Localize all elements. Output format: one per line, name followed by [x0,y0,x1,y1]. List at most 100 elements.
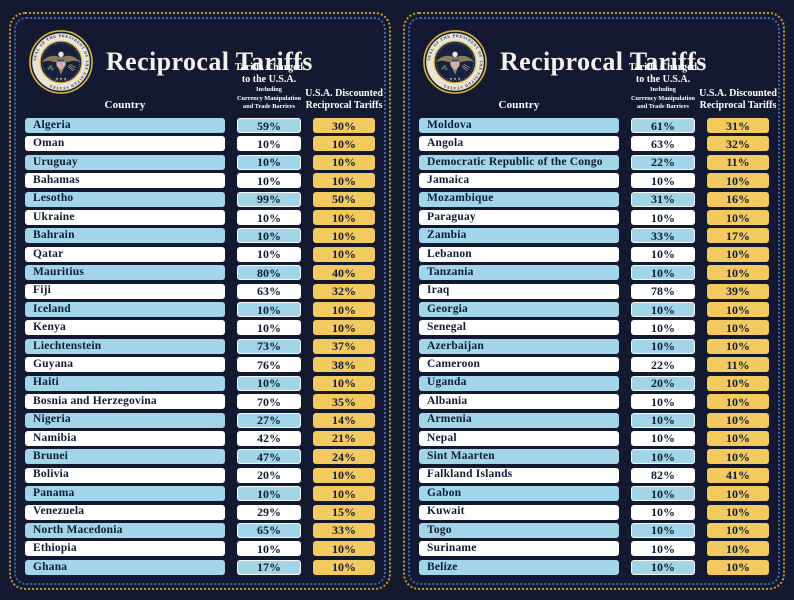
panel-title: Reciprocal Tariffs [500,47,707,76]
table-row: Angola 63% 32% [419,136,769,152]
discount-tariff-cell: 10% [707,210,769,226]
table-row: Paraguay 10% 10% [419,210,769,226]
charged-tariff-cell: 10% [237,486,301,502]
discount-tariff-cell: 38% [313,357,375,373]
charged-tariff-cell: 33% [631,228,695,244]
country-cell: Uruguay [25,154,225,170]
country-cell: Senegal [419,320,619,336]
charged-header-line2: to the U.S.A. [635,73,691,85]
country-cell: Suriname [419,541,619,557]
table-row: Mozambique 31% 16% [419,191,769,207]
country-cell: Guyana [25,357,225,373]
charged-header-sub3: and Trade Barriers [243,103,295,111]
charged-tariff-cell: 10% [631,486,695,502]
country-cell: Bolivia [25,467,225,483]
discount-tariff-cell: 10% [313,467,375,483]
table-row: Jamaica 10% 10% [419,173,769,189]
charged-tariff-cell: 10% [631,504,695,520]
country-cell: Zambia [419,228,619,244]
table-row: Suriname 10% 10% [419,541,769,557]
table-row: Qatar 10% 10% [25,246,375,262]
charged-tariff-cell: 10% [631,559,695,575]
charged-tariff-cell: 31% [631,191,695,207]
discount-tariff-cell: 21% [313,430,375,446]
column-header-discount: U.S.A. Discounted Reciprocal Tariffs [305,88,383,113]
country-cell: North Macedonia [25,522,225,538]
tariff-panel-right: SEAL OF THE PRESIDENT OF THE UNITED STAT… [403,12,785,590]
country-cell: Mauritius [25,265,225,281]
panel-title: Reciprocal Tariffs [106,47,313,76]
country-cell: Jamaica [419,173,619,189]
charged-tariff-cell: 10% [631,173,695,189]
table-row: Democratic Republic of the Congo 22% 11% [419,154,769,170]
charged-tariff-cell: 10% [237,375,301,391]
table-row: North Macedonia 65% 33% [25,522,375,538]
charged-header-line1: Tariffs Charged [234,62,304,74]
country-cell: Algeria [25,118,225,133]
table-row: Panama 10% 10% [25,486,375,502]
discount-tariff-cell: 32% [707,136,769,152]
charged-tariff-cell: 10% [237,541,301,557]
country-cell: Lesotho [25,191,225,207]
country-cell: Kenya [25,320,225,336]
table-row: Fiji 63% 32% [25,283,375,299]
charged-tariff-cell: 10% [631,265,695,281]
table-row: Algeria 59% 30% [25,118,375,133]
country-cell: Haiti [25,375,225,391]
country-cell: Sint Maarten [419,449,619,465]
country-cell: Liechtenstein [25,338,225,354]
discount-tariff-cell: 30% [313,118,375,133]
table-row: Lebanon 10% 10% [419,246,769,262]
discount-tariff-cell: 10% [707,430,769,446]
charged-tariff-cell: 27% [237,412,301,428]
table-row: Nigeria 27% 14% [25,412,375,428]
table-row: Georgia 10% 10% [419,302,769,318]
country-cell: Iceland [25,302,225,318]
charged-tariff-cell: 73% [237,338,301,354]
discount-tariff-cell: 10% [313,302,375,318]
discount-tariff-cell: 37% [313,338,375,354]
table-row: Guyana 76% 38% [25,357,375,373]
brand: SEAL OF THE PRESIDENT OF THE UNITED STAT… [25,25,312,99]
discount-header-line1: U.S.A. Discounted [305,88,383,99]
table-row: Mauritius 80% 40% [25,265,375,281]
charged-tariff-cell: 10% [631,394,695,410]
discount-tariff-cell: 11% [707,357,769,373]
discount-tariff-cell: 16% [707,191,769,207]
discount-tariff-cell: 10% [313,228,375,244]
table-row: Moldova 61% 31% [419,118,769,133]
table-row: Togo 10% 10% [419,522,769,538]
charged-tariff-cell: 10% [237,154,301,170]
discount-tariff-cell: 10% [707,246,769,262]
table-row: Ukraine 10% 10% [25,210,375,226]
charged-tariff-cell: 10% [237,246,301,262]
country-cell: Bahamas [25,173,225,189]
table-row: Bosnia and Herzegovina 70% 35% [25,394,375,410]
column-header-charged: Tariffs Charged to the U.S.A. Including … [629,62,697,113]
tariff-table-right: Moldova 61% 31% Angola 63% 32% Democratic Repu… [419,118,769,575]
country-cell: Panama [25,486,225,502]
table-row: Bahamas 10% 10% [25,173,375,189]
table-row: Bahrain 10% 10% [25,228,375,244]
country-cell: Kuwait [419,504,619,520]
discount-tariff-cell: 15% [313,504,375,520]
discount-tariff-cell: 10% [707,302,769,318]
table-row: Lesotho 99% 50% [25,191,375,207]
country-cell: Nigeria [25,412,225,428]
table-row: Oman 10% 10% [25,136,375,152]
panel-header: SEAL OF THE PRESIDENT OF THE UNITED STAT… [25,25,383,113]
country-cell: Nepal [419,430,619,446]
country-cell: Falkland Islands [419,467,619,483]
discount-tariff-cell: 10% [707,265,769,281]
charged-tariff-cell: 10% [237,210,301,226]
country-cell: Bahrain [25,228,225,244]
table-row: Liechtenstein 73% 37% [25,338,375,354]
table-row: Ghana 17% 10% [25,559,375,575]
discount-tariff-cell: 10% [313,320,375,336]
charged-tariff-cell: 59% [237,118,301,133]
charged-tariff-cell: 61% [631,118,695,133]
discount-tariff-cell: 10% [313,210,375,226]
column-header-charged: Tariffs Charged to the U.S.A. Including … [235,62,303,113]
discount-tariff-cell: 10% [313,375,375,391]
table-row: Venezuela 29% 15% [25,504,375,520]
